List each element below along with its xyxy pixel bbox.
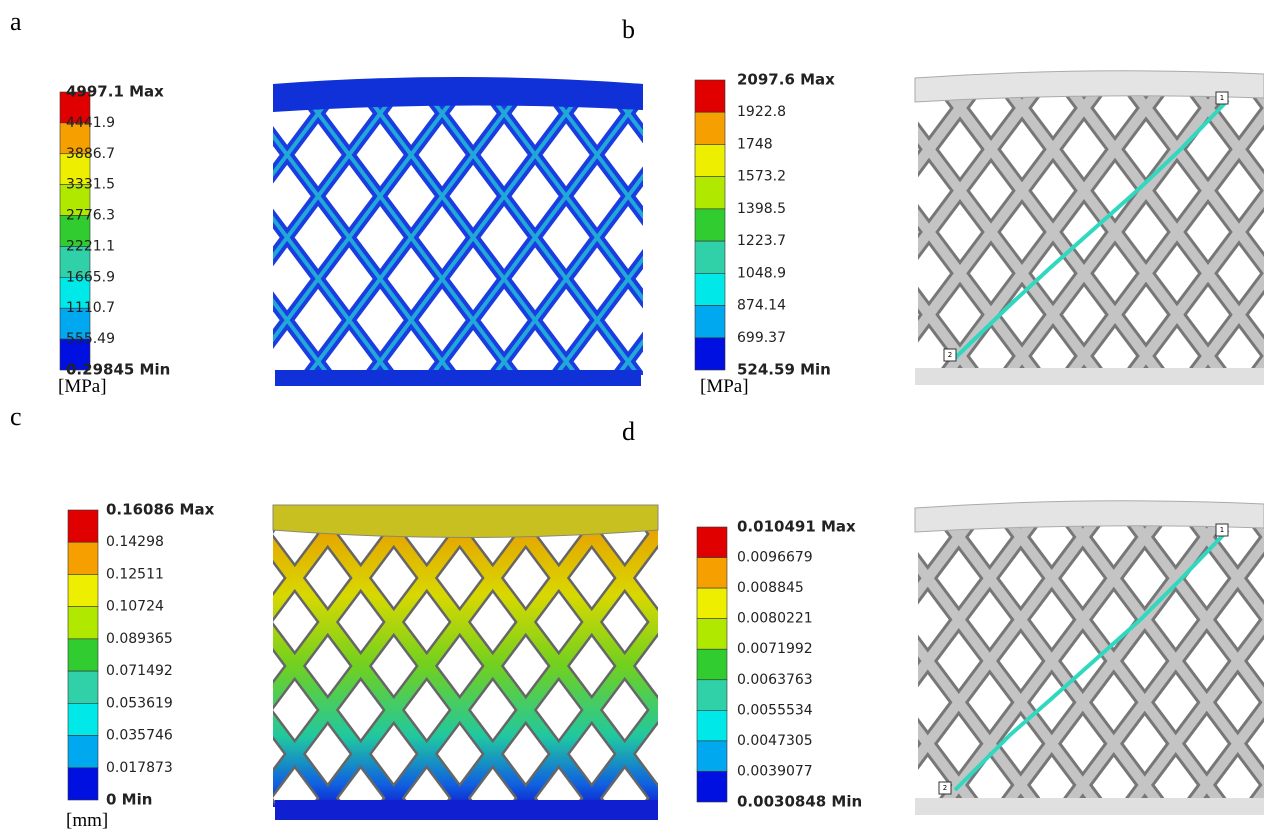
legend-label: 524.59 Min	[737, 361, 831, 379]
legend-band	[68, 768, 98, 800]
legend-label: 2097.6 Max	[737, 71, 835, 89]
bottom-plate	[275, 370, 641, 386]
legend-label: 0.010491 Max	[737, 518, 856, 536]
bottom-plate	[275, 800, 658, 820]
legend-label: 1573.2	[737, 169, 786, 185]
legend-band	[695, 80, 725, 112]
panel-label: d	[622, 417, 635, 446]
lattice	[0, 100, 1072, 375]
legend-label: 0.14298	[106, 534, 164, 550]
legend-label: 0.10724	[106, 599, 164, 615]
path-marker-label: 2	[943, 784, 947, 792]
legend-band	[695, 306, 725, 338]
legend-band	[68, 542, 98, 574]
legend-label: 0.071492	[106, 663, 173, 679]
legend-label: 2776.3	[66, 208, 115, 224]
path-marker-label: 2	[948, 351, 952, 359]
legend-label: 0.035746	[106, 728, 173, 744]
panel-label: b	[622, 15, 635, 44]
legend-band	[697, 741, 727, 772]
legend-label: 2221.1	[66, 238, 115, 254]
strut	[700, 92, 910, 372]
legend-label: 699.37	[737, 330, 786, 346]
unit-label: [mm]	[66, 810, 108, 831]
panel-label: c	[10, 402, 22, 431]
legend-label: 0.089365	[106, 631, 173, 647]
bottom-plate	[915, 798, 1264, 815]
legend-label: 0.0096679	[737, 550, 813, 566]
legend-label: 0.017873	[106, 760, 173, 776]
legend-label: 3331.5	[66, 177, 115, 193]
legend-label: 1223.7	[737, 233, 786, 249]
legend-label: 1398.5	[737, 201, 786, 217]
legend-band	[695, 273, 725, 305]
strut	[783, 525, 995, 807]
legend-band	[697, 649, 727, 680]
legend-label: 0.0047305	[737, 733, 813, 749]
strut	[783, 525, 995, 807]
legend-band	[695, 241, 725, 273]
strut	[700, 92, 910, 372]
top-plate	[273, 505, 658, 538]
legend-band	[695, 177, 725, 209]
legend-band	[697, 619, 727, 650]
legend-label: 0.12511	[106, 566, 164, 582]
path-marker-label: 1	[1220, 94, 1224, 102]
legend-label: 555.49	[66, 331, 115, 347]
legend-band	[697, 680, 727, 711]
legend-band	[697, 588, 727, 619]
lattice	[636, 520, 1264, 802]
legend-band	[68, 639, 98, 671]
unit-label: [MPa]	[700, 376, 749, 397]
legend-band	[68, 607, 98, 639]
legend-label: 3886.7	[66, 146, 115, 162]
unit-label: [MPa]	[58, 376, 107, 397]
legend-band	[695, 112, 725, 144]
legend-band	[695, 338, 725, 370]
top-plate	[273, 77, 643, 112]
strut	[700, 92, 910, 372]
legend-band	[697, 771, 727, 802]
panel-label: a	[10, 7, 22, 36]
legend-label: 4997.1 Max	[66, 83, 164, 101]
legend-label: 0.0063763	[737, 672, 813, 688]
legend-label: 0.0080221	[737, 611, 813, 627]
legend-band	[68, 703, 98, 735]
figure: a 4997.1 Max 4441.9 3886.7 3331.5 2776.3 2221.…	[0, 0, 1264, 836]
legend-band	[695, 209, 725, 241]
legend-label: 4441.9	[66, 115, 115, 131]
legend-label: 874.14	[737, 298, 786, 314]
strut	[783, 525, 995, 807]
legend-label: 0.0030848 Min	[737, 793, 862, 811]
legend-band	[695, 144, 725, 176]
legend-band	[697, 710, 727, 741]
legend-band	[68, 510, 98, 542]
legend-band	[68, 574, 98, 606]
legend-label: 0.0039077	[737, 763, 813, 779]
legend-label: 0 Min	[106, 791, 152, 809]
legend-band	[697, 527, 727, 558]
strut	[783, 525, 995, 807]
legend-label: 1110.7	[66, 300, 115, 316]
legend-band	[697, 558, 727, 589]
legend-label: 0.0071992	[737, 641, 813, 657]
strut	[700, 92, 910, 372]
legend-label: 1748	[737, 136, 773, 152]
legend-band	[68, 736, 98, 768]
legend-label: 1665.9	[66, 269, 115, 285]
legend-label: 0.0055534	[737, 702, 813, 718]
bottom-plate	[915, 368, 1264, 385]
legend-label: 0.16086 Max	[106, 501, 215, 519]
legend-label: 0.053619	[106, 695, 173, 711]
path-marker-label: 1	[1220, 526, 1224, 534]
legend-label: 1048.9	[737, 265, 786, 281]
legend-band	[68, 671, 98, 703]
legend-label: 1922.8	[737, 104, 786, 120]
legend-label: 0.008845	[737, 580, 804, 596]
